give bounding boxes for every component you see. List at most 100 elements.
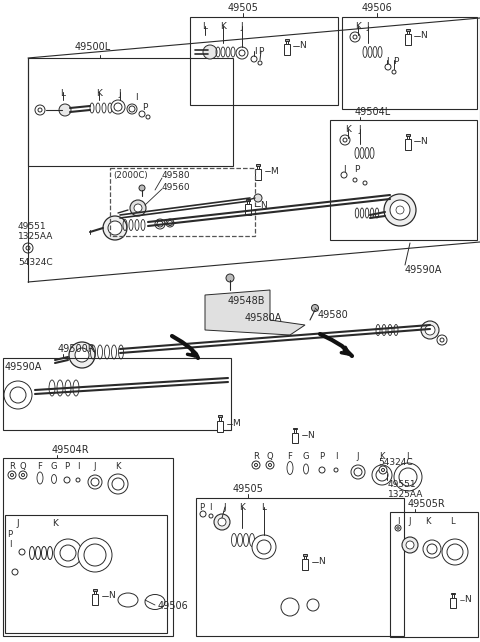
Circle shape [319, 467, 325, 473]
Circle shape [341, 172, 347, 178]
Circle shape [394, 463, 422, 491]
Text: 49590A: 49590A [405, 265, 443, 275]
Circle shape [340, 135, 350, 145]
Circle shape [392, 70, 396, 74]
Text: N: N [260, 202, 267, 211]
Circle shape [103, 216, 127, 240]
Circle shape [406, 541, 414, 549]
Text: 49548B: 49548B [228, 296, 265, 306]
Circle shape [91, 478, 99, 486]
Circle shape [236, 47, 248, 59]
Text: 54324C: 54324C [378, 458, 413, 467]
Circle shape [307, 599, 319, 611]
Text: I: I [343, 165, 345, 174]
Text: P: P [258, 47, 264, 56]
Bar [302, 559, 308, 570]
Bar [246, 199, 250, 200]
Circle shape [254, 194, 262, 202]
Text: P: P [393, 57, 399, 66]
Circle shape [427, 544, 437, 554]
Circle shape [252, 535, 276, 559]
Text: I: I [77, 462, 79, 471]
Circle shape [139, 185, 145, 191]
Text: G: G [303, 452, 309, 461]
Circle shape [251, 56, 257, 62]
Circle shape [353, 35, 357, 39]
Text: 49551: 49551 [18, 222, 47, 231]
Bar [284, 44, 290, 55]
Text: K: K [345, 125, 351, 134]
Text: J: J [367, 22, 369, 31]
Text: K: K [425, 517, 431, 526]
Text: P: P [319, 452, 324, 461]
Text: 49580A: 49580A [245, 313, 282, 323]
Bar [286, 40, 288, 44]
Circle shape [146, 115, 150, 119]
Text: P: P [354, 165, 360, 174]
Text: R: R [9, 462, 15, 471]
Circle shape [64, 477, 70, 483]
Text: 49580: 49580 [162, 171, 191, 180]
Circle shape [353, 178, 357, 182]
Circle shape [54, 539, 82, 567]
Text: I: I [9, 540, 11, 549]
Text: L: L [60, 89, 65, 98]
Circle shape [402, 537, 418, 553]
Text: N: N [108, 591, 115, 600]
Text: J: J [119, 89, 121, 98]
Text: J: J [240, 22, 243, 31]
Circle shape [114, 103, 122, 111]
Text: 49506: 49506 [361, 3, 392, 13]
Circle shape [372, 465, 392, 485]
Bar [405, 139, 411, 150]
Text: F: F [288, 452, 292, 461]
Bar [405, 34, 411, 45]
Circle shape [218, 518, 226, 526]
Text: I: I [135, 92, 138, 101]
Bar [255, 169, 261, 180]
Circle shape [395, 525, 401, 531]
Circle shape [19, 549, 25, 555]
Circle shape [88, 475, 102, 489]
Circle shape [385, 64, 391, 70]
Text: 49505: 49505 [228, 3, 258, 13]
Circle shape [8, 471, 16, 479]
Circle shape [397, 527, 399, 529]
Text: K: K [115, 462, 121, 471]
Circle shape [442, 539, 468, 565]
Bar [3, 458, 173, 636]
Circle shape [166, 219, 174, 227]
Text: 49506: 49506 [158, 601, 189, 611]
Text: N: N [420, 137, 427, 146]
Text: P: P [7, 530, 12, 539]
Circle shape [363, 181, 367, 185]
Circle shape [12, 569, 18, 575]
Text: N: N [307, 431, 314, 440]
Circle shape [26, 246, 30, 250]
Text: L: L [262, 503, 266, 512]
Text: I: I [335, 452, 337, 461]
Bar [304, 555, 306, 559]
Text: K: K [96, 89, 102, 98]
Circle shape [390, 200, 410, 220]
Text: J: J [224, 503, 226, 512]
Bar [256, 164, 260, 166]
Bar [219, 417, 221, 421]
Bar [28, 58, 233, 166]
Text: 49500R: 49500R [58, 344, 96, 354]
Circle shape [60, 545, 76, 561]
Circle shape [127, 104, 137, 114]
Circle shape [226, 274, 234, 282]
Text: K: K [220, 22, 226, 31]
Text: P: P [199, 503, 204, 512]
Circle shape [239, 50, 245, 56]
Bar [247, 200, 249, 204]
Text: K: K [379, 452, 385, 461]
Circle shape [84, 544, 106, 566]
Circle shape [108, 474, 128, 494]
Circle shape [343, 138, 347, 142]
Bar [342, 17, 477, 109]
Circle shape [134, 204, 142, 212]
Bar [110, 168, 255, 236]
Circle shape [10, 387, 26, 403]
